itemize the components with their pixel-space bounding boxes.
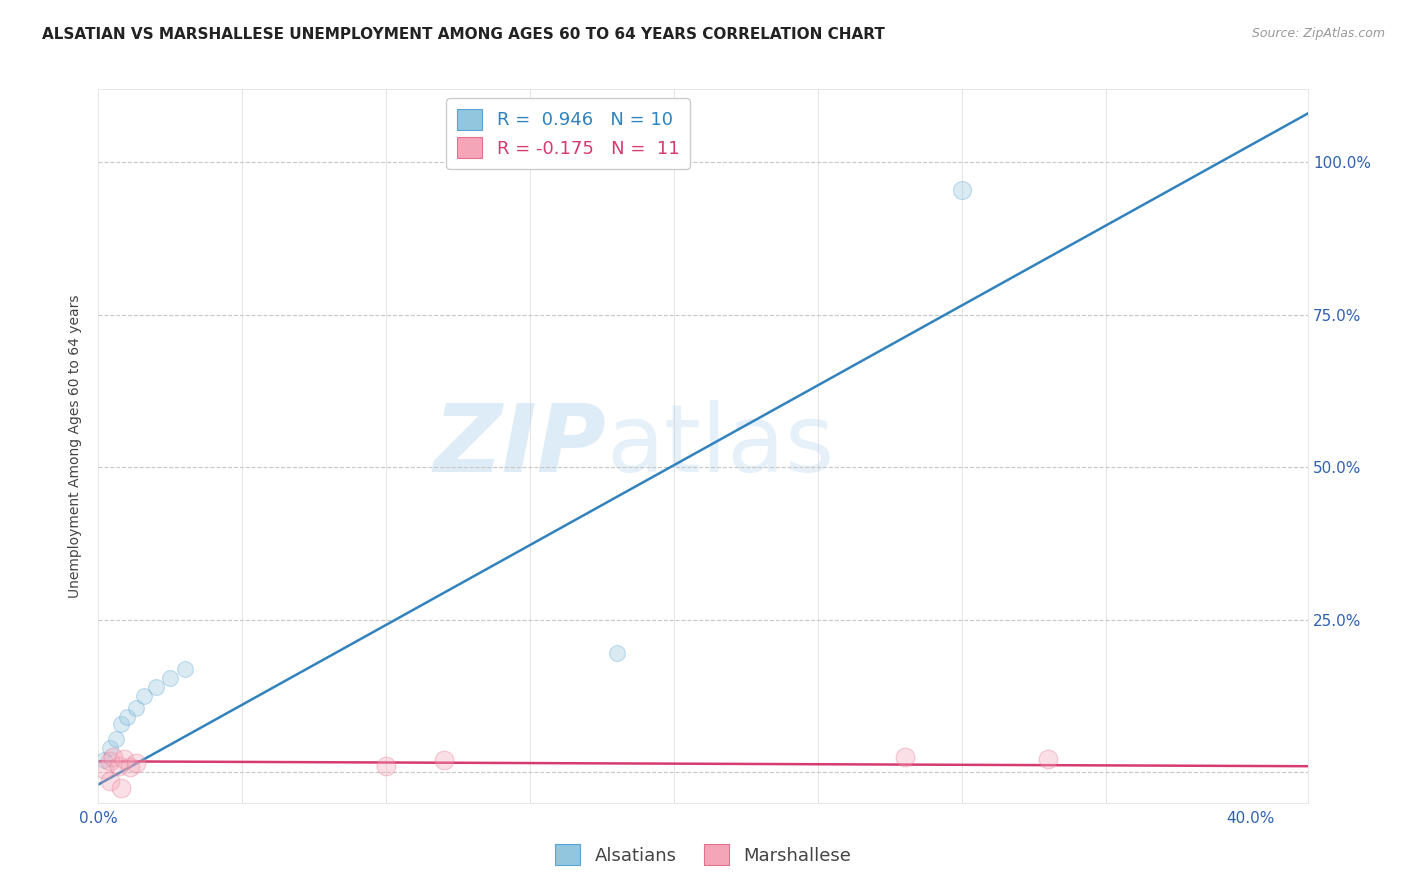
Point — [159, 671, 181, 685]
Point — [125, 701, 148, 715]
Point — [134, 689, 156, 703]
Legend: Alsatians, Marshallese: Alsatians, Marshallese — [547, 837, 859, 872]
Point — [112, 752, 135, 766]
Point — [110, 716, 132, 731]
Point — [101, 750, 124, 764]
Point — [950, 183, 973, 197]
Point — [115, 710, 138, 724]
Y-axis label: Unemployment Among Ages 60 to 64 years: Unemployment Among Ages 60 to 64 years — [69, 294, 83, 598]
Text: ALSATIAN VS MARSHALLESE UNEMPLOYMENT AMONG AGES 60 TO 64 YEARS CORRELATION CHART: ALSATIAN VS MARSHALLESE UNEMPLOYMENT AMO… — [42, 27, 884, 42]
Point — [93, 762, 115, 776]
Text: Source: ZipAtlas.com: Source: ZipAtlas.com — [1251, 27, 1385, 40]
Point — [93, 753, 115, 767]
Text: ZIP: ZIP — [433, 400, 606, 492]
Point — [606, 646, 628, 660]
Point — [98, 774, 121, 789]
Point — [120, 760, 142, 774]
Point — [433, 753, 456, 767]
Point — [893, 750, 915, 764]
Point — [98, 740, 121, 755]
Point — [98, 755, 121, 769]
Point — [375, 759, 398, 773]
Point — [107, 759, 129, 773]
Point — [110, 780, 132, 795]
Text: atlas: atlas — [606, 400, 835, 492]
Point — [104, 731, 127, 746]
Point — [145, 680, 167, 694]
Point — [125, 756, 148, 771]
Point — [173, 662, 195, 676]
Point — [1038, 752, 1060, 766]
